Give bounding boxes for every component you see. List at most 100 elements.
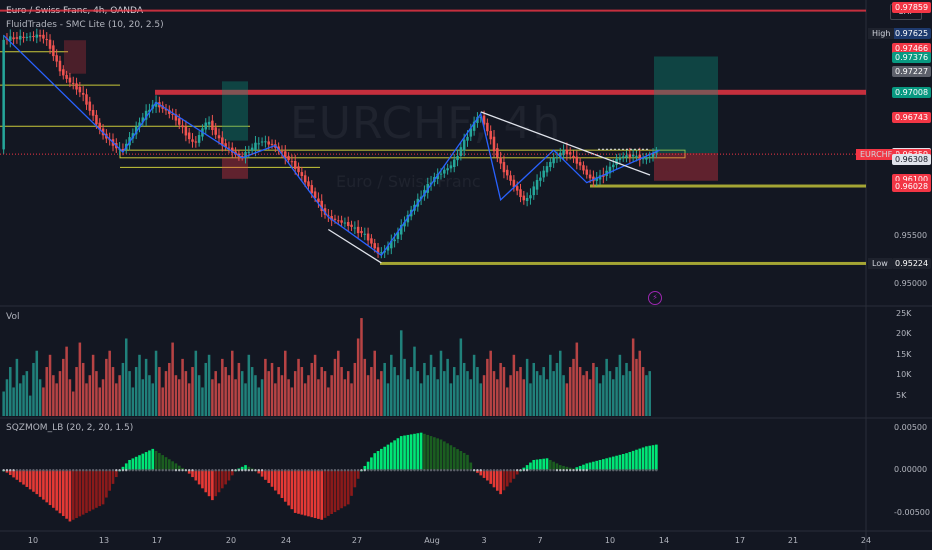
momentum-bar <box>486 470 489 481</box>
momentum-bar <box>426 434 430 471</box>
x-tick: 17 <box>151 536 163 545</box>
volume-bar <box>98 387 101 416</box>
squeeze-dot <box>204 469 207 472</box>
momentum-bar <box>598 459 602 471</box>
volume-bar <box>184 371 188 416</box>
volume-bar <box>144 358 148 416</box>
volume-bar <box>121 362 125 416</box>
price-candle <box>303 175 307 183</box>
price-candle <box>552 157 555 164</box>
momentum-bar <box>197 470 201 485</box>
volume-bar <box>443 371 446 416</box>
volume-bar <box>588 379 592 416</box>
momentum-bar <box>22 470 25 485</box>
indicator-smc-legend[interactable]: FluidTrades - SMC Lite (10, 20, 2.5) <box>6 20 164 30</box>
momentum-bar <box>522 467 526 471</box>
price-candle <box>539 177 542 181</box>
momentum-bar <box>274 470 277 491</box>
volume-bar <box>22 375 25 416</box>
squeeze-dot <box>101 469 105 472</box>
x-tick: Aug <box>424 536 440 545</box>
momentum-bar <box>403 435 406 471</box>
squeeze-dot <box>426 469 429 472</box>
momentum-bar <box>585 463 589 471</box>
momentum-bar <box>645 446 648 471</box>
momentum-bar <box>353 470 357 488</box>
volume-bar <box>48 354 52 416</box>
squeeze-dot <box>436 469 439 472</box>
volume-bar <box>28 395 32 416</box>
squeeze-dot <box>602 469 605 472</box>
volume-bar <box>419 383 423 416</box>
volume-bar <box>300 367 304 416</box>
squeeze-dot <box>542 469 545 472</box>
volume-bar <box>452 367 456 416</box>
squeeze-dot <box>48 469 52 472</box>
price-candle <box>360 230 363 234</box>
volume-bar <box>406 379 410 416</box>
momentum-bar <box>52 470 55 508</box>
volume-tick: 25K <box>896 309 912 318</box>
price-candle <box>267 141 270 145</box>
momentum-bar <box>592 461 595 471</box>
sqz-panel-title[interactable]: SQZMOM_LB (20, 2, 20, 1.5) <box>6 423 134 433</box>
price-candle <box>277 146 280 151</box>
squeeze-dot <box>482 469 486 472</box>
volume-bar <box>124 338 128 416</box>
price-label: 0.96028 <box>892 180 932 192</box>
volume-bar <box>635 358 638 416</box>
squeeze-dot <box>231 469 234 472</box>
price-candle <box>181 125 184 128</box>
volume-bar <box>469 379 473 416</box>
volume-bar <box>303 383 307 416</box>
squeeze-dot <box>72 469 75 472</box>
squeeze-dot <box>128 469 131 472</box>
price-candle <box>327 215 330 217</box>
squeeze-dot <box>75 469 78 472</box>
momentum-bar <box>350 470 353 496</box>
volume-bar <box>466 371 469 416</box>
momentum-bar <box>101 470 105 505</box>
volume-bar <box>330 375 333 416</box>
squeeze-dot <box>115 469 118 472</box>
volume-bar <box>62 358 65 416</box>
squeeze-dot <box>22 469 25 472</box>
squeeze-dot <box>409 469 413 472</box>
trend-line <box>327 228 382 264</box>
volume-bar <box>519 367 522 416</box>
lightning-icon[interactable]: ⚡ <box>648 291 662 305</box>
volume-bar <box>101 379 105 416</box>
momentum-bar <box>495 470 499 491</box>
momentum-bar <box>91 470 95 510</box>
momentum-bar <box>476 470 479 473</box>
price-candle <box>635 155 638 157</box>
volume-bar <box>42 387 45 416</box>
momentum-bar <box>621 454 625 471</box>
squeeze-dot <box>19 469 22 472</box>
momentum-bar <box>28 470 32 490</box>
squeeze-dot <box>81 469 85 472</box>
momentum-bar <box>456 449 459 471</box>
volume-bar <box>91 354 95 416</box>
price-candle <box>134 126 138 135</box>
vol-panel-title[interactable]: Vol <box>6 312 20 322</box>
volume-bar <box>423 362 426 416</box>
price-label: 0.97227 <box>892 66 932 78</box>
squeeze-dot <box>655 469 658 472</box>
volume-bar <box>366 375 370 416</box>
squeeze-dot <box>648 469 651 472</box>
squeeze-dot <box>68 469 72 472</box>
momentum-bar <box>45 470 49 503</box>
price-candle <box>476 117 479 123</box>
price-candle <box>168 109 171 114</box>
momentum-bar <box>134 456 138 471</box>
x-tick: 24 <box>860 536 872 545</box>
squeeze-dot <box>244 469 247 472</box>
volume-bar <box>559 350 562 416</box>
price-candle <box>479 117 483 119</box>
momentum-bar <box>608 457 612 471</box>
price-candle <box>380 252 383 254</box>
price-label: 0.95224 <box>892 257 932 269</box>
momentum-bar <box>227 470 231 481</box>
